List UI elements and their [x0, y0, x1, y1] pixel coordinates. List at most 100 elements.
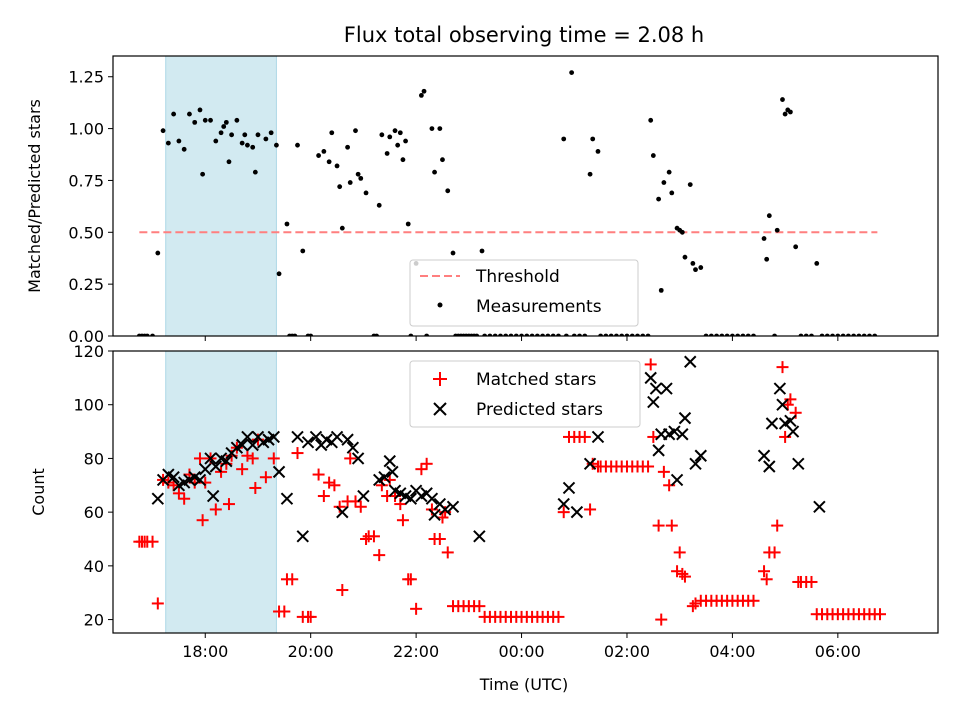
predicted-stars-point	[660, 382, 673, 395]
predicted-stars-point	[291, 430, 304, 444]
matched-stars-point	[193, 452, 206, 465]
matched-stars-point	[578, 430, 591, 443]
predicted-stars-point	[570, 505, 584, 519]
predicted-stars-point	[591, 430, 605, 444]
measurements-point	[171, 111, 177, 117]
matched-stars-point	[394, 498, 407, 511]
predicted-stars-point	[649, 382, 663, 395]
measurements-point	[403, 138, 408, 144]
bottom-x-tick-label: 06:00	[815, 642, 861, 661]
matched-stars-point	[789, 406, 802, 419]
matched-stars-point	[678, 570, 691, 583]
measurements-point	[679, 229, 685, 235]
top-y-tick-label: 1.00	[68, 120, 104, 139]
predicted-stars-point	[193, 473, 207, 487]
measurements-point	[774, 227, 780, 233]
matched-stars-point	[874, 608, 887, 621]
matched-stars-point	[354, 500, 367, 513]
measurements-point	[229, 132, 235, 138]
measurements-point	[682, 254, 688, 260]
predicted-stars-point	[280, 492, 294, 505]
predicted-stars-point	[647, 395, 660, 409]
predicted-stars-point	[272, 465, 286, 479]
predicted-stars-point	[301, 436, 315, 449]
matched-stars-point	[312, 468, 325, 481]
matched-stars-point	[172, 487, 185, 500]
measurements-point	[387, 134, 393, 140]
measurements-point	[379, 132, 385, 138]
bottom-plot-area	[112, 350, 939, 638]
matched-stars-point	[776, 361, 789, 374]
measurements-point	[200, 171, 206, 177]
top-y-tick-label: 0.25	[68, 275, 104, 294]
legend-matched-label: Matched stars	[476, 370, 596, 390]
top-chart-title: Flux total observing time = 2.08 h	[344, 23, 704, 47]
predicted-stars-point	[784, 414, 797, 428]
bottom-x-tick-label: 02:00	[604, 642, 650, 661]
top-legend-box	[409, 259, 639, 327]
measurements-point	[761, 236, 767, 241]
measurements-point	[187, 111, 192, 117]
measurements-point	[445, 188, 451, 194]
predicted-stars-point	[438, 503, 452, 516]
predicted-stars-point	[786, 425, 800, 438]
measurements-point	[656, 196, 662, 202]
measurements-point	[353, 128, 358, 134]
measurements-point	[155, 250, 161, 256]
bottom-panel: 20 40 60 80 100 120 18:00 20:00 22:00 00:00 02:00…	[29, 342, 939, 694]
bottom-y-tick-label: 120	[73, 342, 104, 361]
matched-stars-point	[441, 546, 454, 559]
matched-stars-point	[317, 490, 330, 503]
matched-stars-point	[259, 471, 272, 484]
predicted-stars-point	[386, 465, 399, 479]
measurements-point	[787, 109, 793, 115]
matched-stars-point	[473, 600, 486, 613]
matched-stars-point	[657, 465, 670, 478]
matched-stars-point	[196, 514, 209, 527]
matched-stars-point	[673, 546, 686, 559]
predicted-stars-point	[167, 471, 180, 484]
predicted-stars-point	[776, 398, 789, 411]
predicted-stars-point	[676, 428, 689, 441]
matched-stars-point	[344, 452, 357, 465]
measurements-point	[345, 144, 350, 150]
bottom-legend-box	[409, 360, 641, 428]
measurements-point	[437, 126, 443, 131]
matched-stars-point	[779, 430, 792, 443]
predicted-stars-point	[246, 438, 259, 452]
predicted-stars-point	[792, 457, 805, 471]
predicted-stars-point	[204, 452, 217, 465]
measurements-point	[300, 248, 306, 254]
measurements-point	[181, 146, 187, 152]
predicted-stars-point	[678, 411, 692, 425]
matched-stars-point	[433, 533, 446, 545]
predicted-stars-point	[309, 430, 323, 444]
predicted-stars-point	[220, 454, 233, 468]
measurements-point	[661, 180, 667, 185]
matched-stars-point	[249, 481, 262, 494]
measurements-point	[355, 171, 361, 177]
matched-stars-point	[584, 503, 597, 516]
measurements-point	[587, 171, 593, 177]
predicted-stars-point	[668, 425, 681, 438]
measurements-point	[347, 180, 353, 185]
matched-stars-point	[760, 573, 773, 586]
measurements-point	[429, 126, 435, 131]
measurements-point	[690, 261, 696, 266]
matched-stars-point	[552, 610, 565, 623]
bottom-x-tick-label: 18:00	[182, 642, 228, 661]
measurements-point	[218, 130, 224, 136]
predicted-stars-point	[357, 489, 370, 503]
matched-stars-point	[323, 476, 336, 489]
matched-stars-point	[349, 495, 362, 508]
matched-stars-point	[151, 597, 164, 610]
measurements-point	[793, 244, 799, 250]
predicted-stars-point	[773, 382, 787, 395]
matched-stars-point	[805, 575, 818, 588]
matched-stars-point	[689, 597, 702, 610]
top-panel: Flux total observing time = 2.08 h 0.000…	[25, 23, 939, 346]
measurements-point	[339, 225, 345, 231]
measurements-point	[764, 256, 770, 262]
predicted-stars-point	[383, 454, 396, 468]
